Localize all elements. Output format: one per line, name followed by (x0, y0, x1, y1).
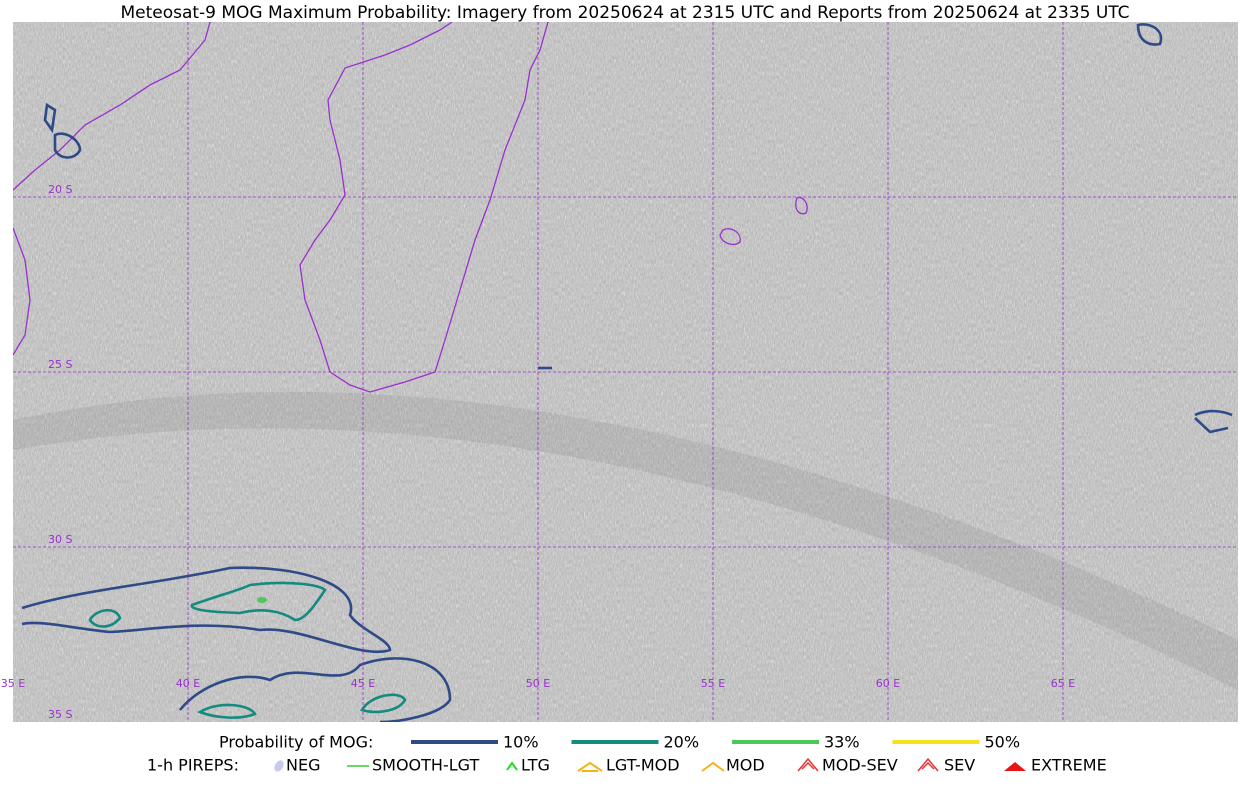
pirep-icon (1004, 762, 1026, 771)
lon-label: 35 E (1, 677, 25, 690)
coastlines (13, 22, 808, 393)
contours-20 (88, 581, 407, 719)
lon-label: 65 E (1051, 677, 1075, 690)
legend-label: EXTREME (1031, 756, 1107, 775)
legend-label: 33% (824, 733, 860, 752)
lat-label: 20 S (48, 183, 72, 196)
pirep-icon (917, 757, 939, 772)
legend-label: SMOOTH-LGT (372, 756, 479, 775)
graticule (13, 22, 1238, 722)
legend-label: NEG (286, 756, 320, 775)
legend-label: LGT-MOD (606, 756, 680, 775)
lat-label: 30 S (48, 533, 72, 546)
legend-label: SEV (944, 756, 975, 775)
contours-10 (21, 23, 1233, 722)
legend-label: MOD (726, 756, 765, 775)
legend-label: LTG (521, 756, 550, 775)
pirep-icon (506, 761, 518, 771)
lon-label: 50 E (526, 677, 550, 690)
cloud-band (13, 391, 1238, 690)
lon-label: 60 E (876, 677, 900, 690)
contour-33 (257, 597, 267, 603)
legend-title: 1-h PIREPS: (147, 756, 239, 775)
lat-label: 25 S (48, 358, 72, 371)
legend-title: Probability of MOG: (219, 733, 373, 752)
pirep-icon (797, 757, 819, 772)
map (13, 22, 1238, 722)
lat-label: 35 S (48, 708, 72, 721)
legend-label: 50% (985, 733, 1021, 752)
legend-label: 10% (503, 733, 539, 752)
legend-label: 20% (664, 733, 700, 752)
pirep-icon (701, 761, 725, 772)
lon-label: 45 E (351, 677, 375, 690)
lon-label: 55 E (701, 677, 725, 690)
lon-label: 40 E (176, 677, 200, 690)
pirep-icon (577, 761, 603, 772)
pirep-icon (274, 760, 284, 772)
title: Meteosat-9 MOG Maximum Probability: Imag… (120, 3, 1129, 23)
legend-label: MOD-SEV (822, 756, 898, 775)
